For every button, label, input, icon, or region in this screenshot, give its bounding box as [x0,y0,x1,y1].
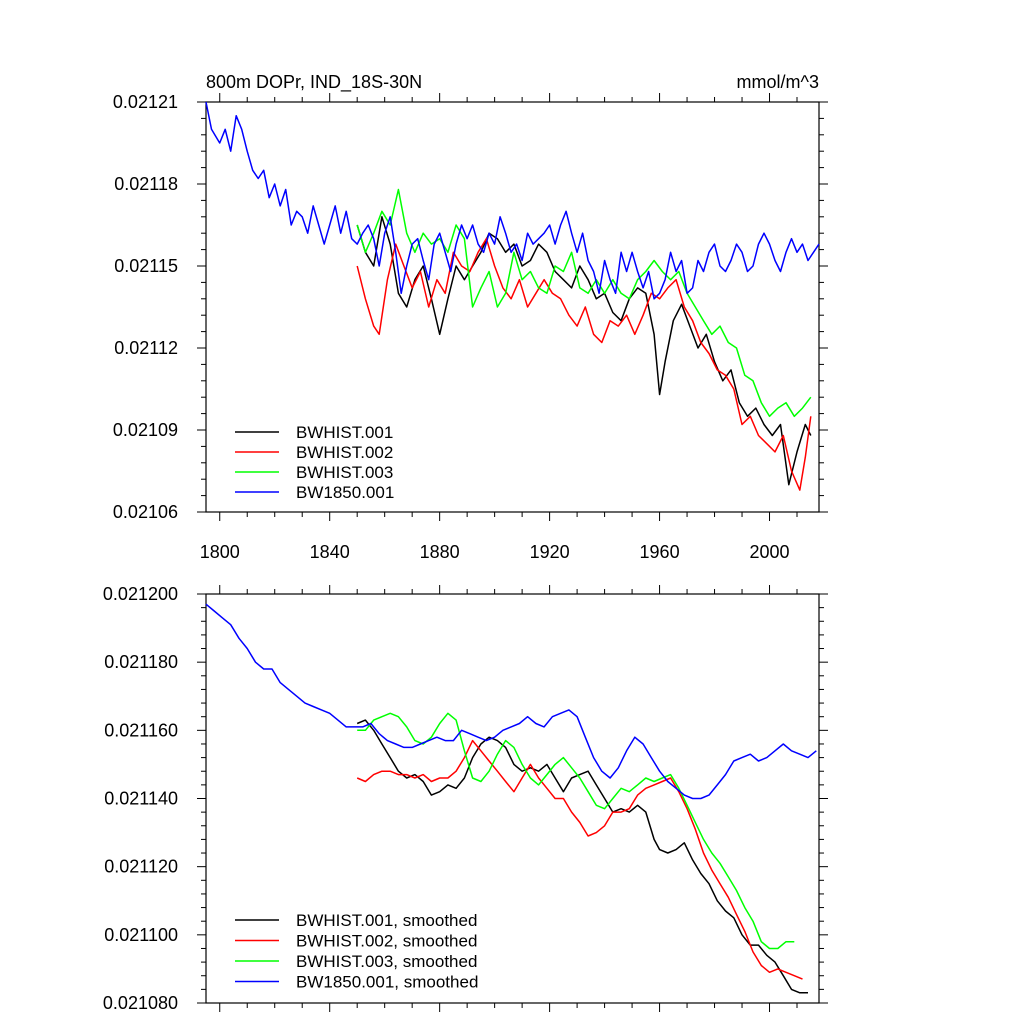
y-tick-label: 0.02106 [113,502,178,522]
series-line-1 [356,719,808,994]
series-line-2 [356,237,812,491]
series-line-3 [357,712,795,950]
series-line-1 [356,216,812,486]
series-line-4 [205,603,817,800]
legend-label-3: BWHIST.003 [296,463,393,482]
top-panel: 800m DOPr, IND_18S-30N mmol/m^3 1800 1840 18… [113,72,828,562]
x-tick-label: 1960 [640,542,680,562]
y-tick-label: 0.021160 [104,720,178,740]
series-line-4 [205,101,820,300]
y-tick-label: 0.02118 [114,174,178,194]
y-tick-label: 0.021120 [104,857,178,877]
y-tick-label: 0.021140 [104,789,178,809]
legend-label-4: BW1850.001 [296,483,394,502]
y-tick-label: 0.021200 [103,584,178,604]
y-tick-label: 0.021180 [104,652,178,672]
legend-label-3: BWHIST.003, smoothed [296,952,477,971]
legend-label-1: BWHIST.001 [296,423,393,442]
legend-label-1: BWHIST.001, smoothed [296,911,477,930]
plot-frame [205,101,820,513]
x-tick-label: 1920 [530,542,570,562]
y-tick-label: 0.02112 [114,338,178,358]
series-line-3 [356,188,812,418]
y-tick-label: 0.021080 [103,993,178,1013]
x-tick-label: 2000 [749,542,789,562]
x-tick-label: 1840 [310,542,350,562]
y-tick-label: 0.02115 [114,256,178,276]
y-tick-label: 0.02121 [113,92,178,112]
x-tick-label: 1880 [420,542,460,562]
y-tick-label: 0.02109 [113,420,178,440]
series-line-2 [356,739,803,980]
x-tick-label: 1800 [200,542,240,562]
y-tick-label: 0.021100 [104,925,178,945]
legend-label-4: BW1850.001, smoothed [296,973,478,992]
chart-title: 800m DOPr, IND_18S-30N [206,72,422,93]
legend-label-2: BWHIST.002, smoothed [296,932,477,951]
legend-label-2: BWHIST.002 [296,443,393,462]
bottom-panel: 0.021080 0.021100 0.021120 0.021140 0.021160… [103,584,828,1013]
units-label: mmol/m^3 [737,72,819,92]
